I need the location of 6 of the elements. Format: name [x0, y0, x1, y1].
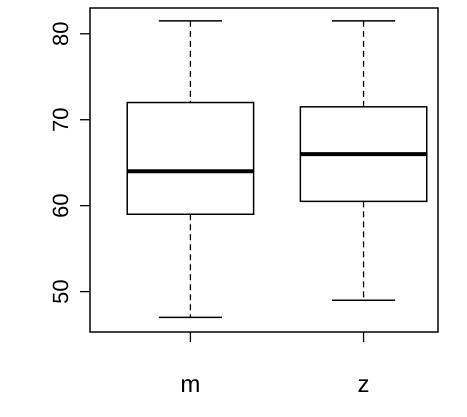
- x-tick-label: m: [180, 371, 200, 398]
- x-tick-label: z: [358, 371, 370, 398]
- y-tick-label: 60: [48, 193, 73, 218]
- y-tick-label: 70: [48, 107, 73, 132]
- y-tick-label: 50: [48, 279, 73, 304]
- y-tick-label: 80: [48, 22, 73, 46]
